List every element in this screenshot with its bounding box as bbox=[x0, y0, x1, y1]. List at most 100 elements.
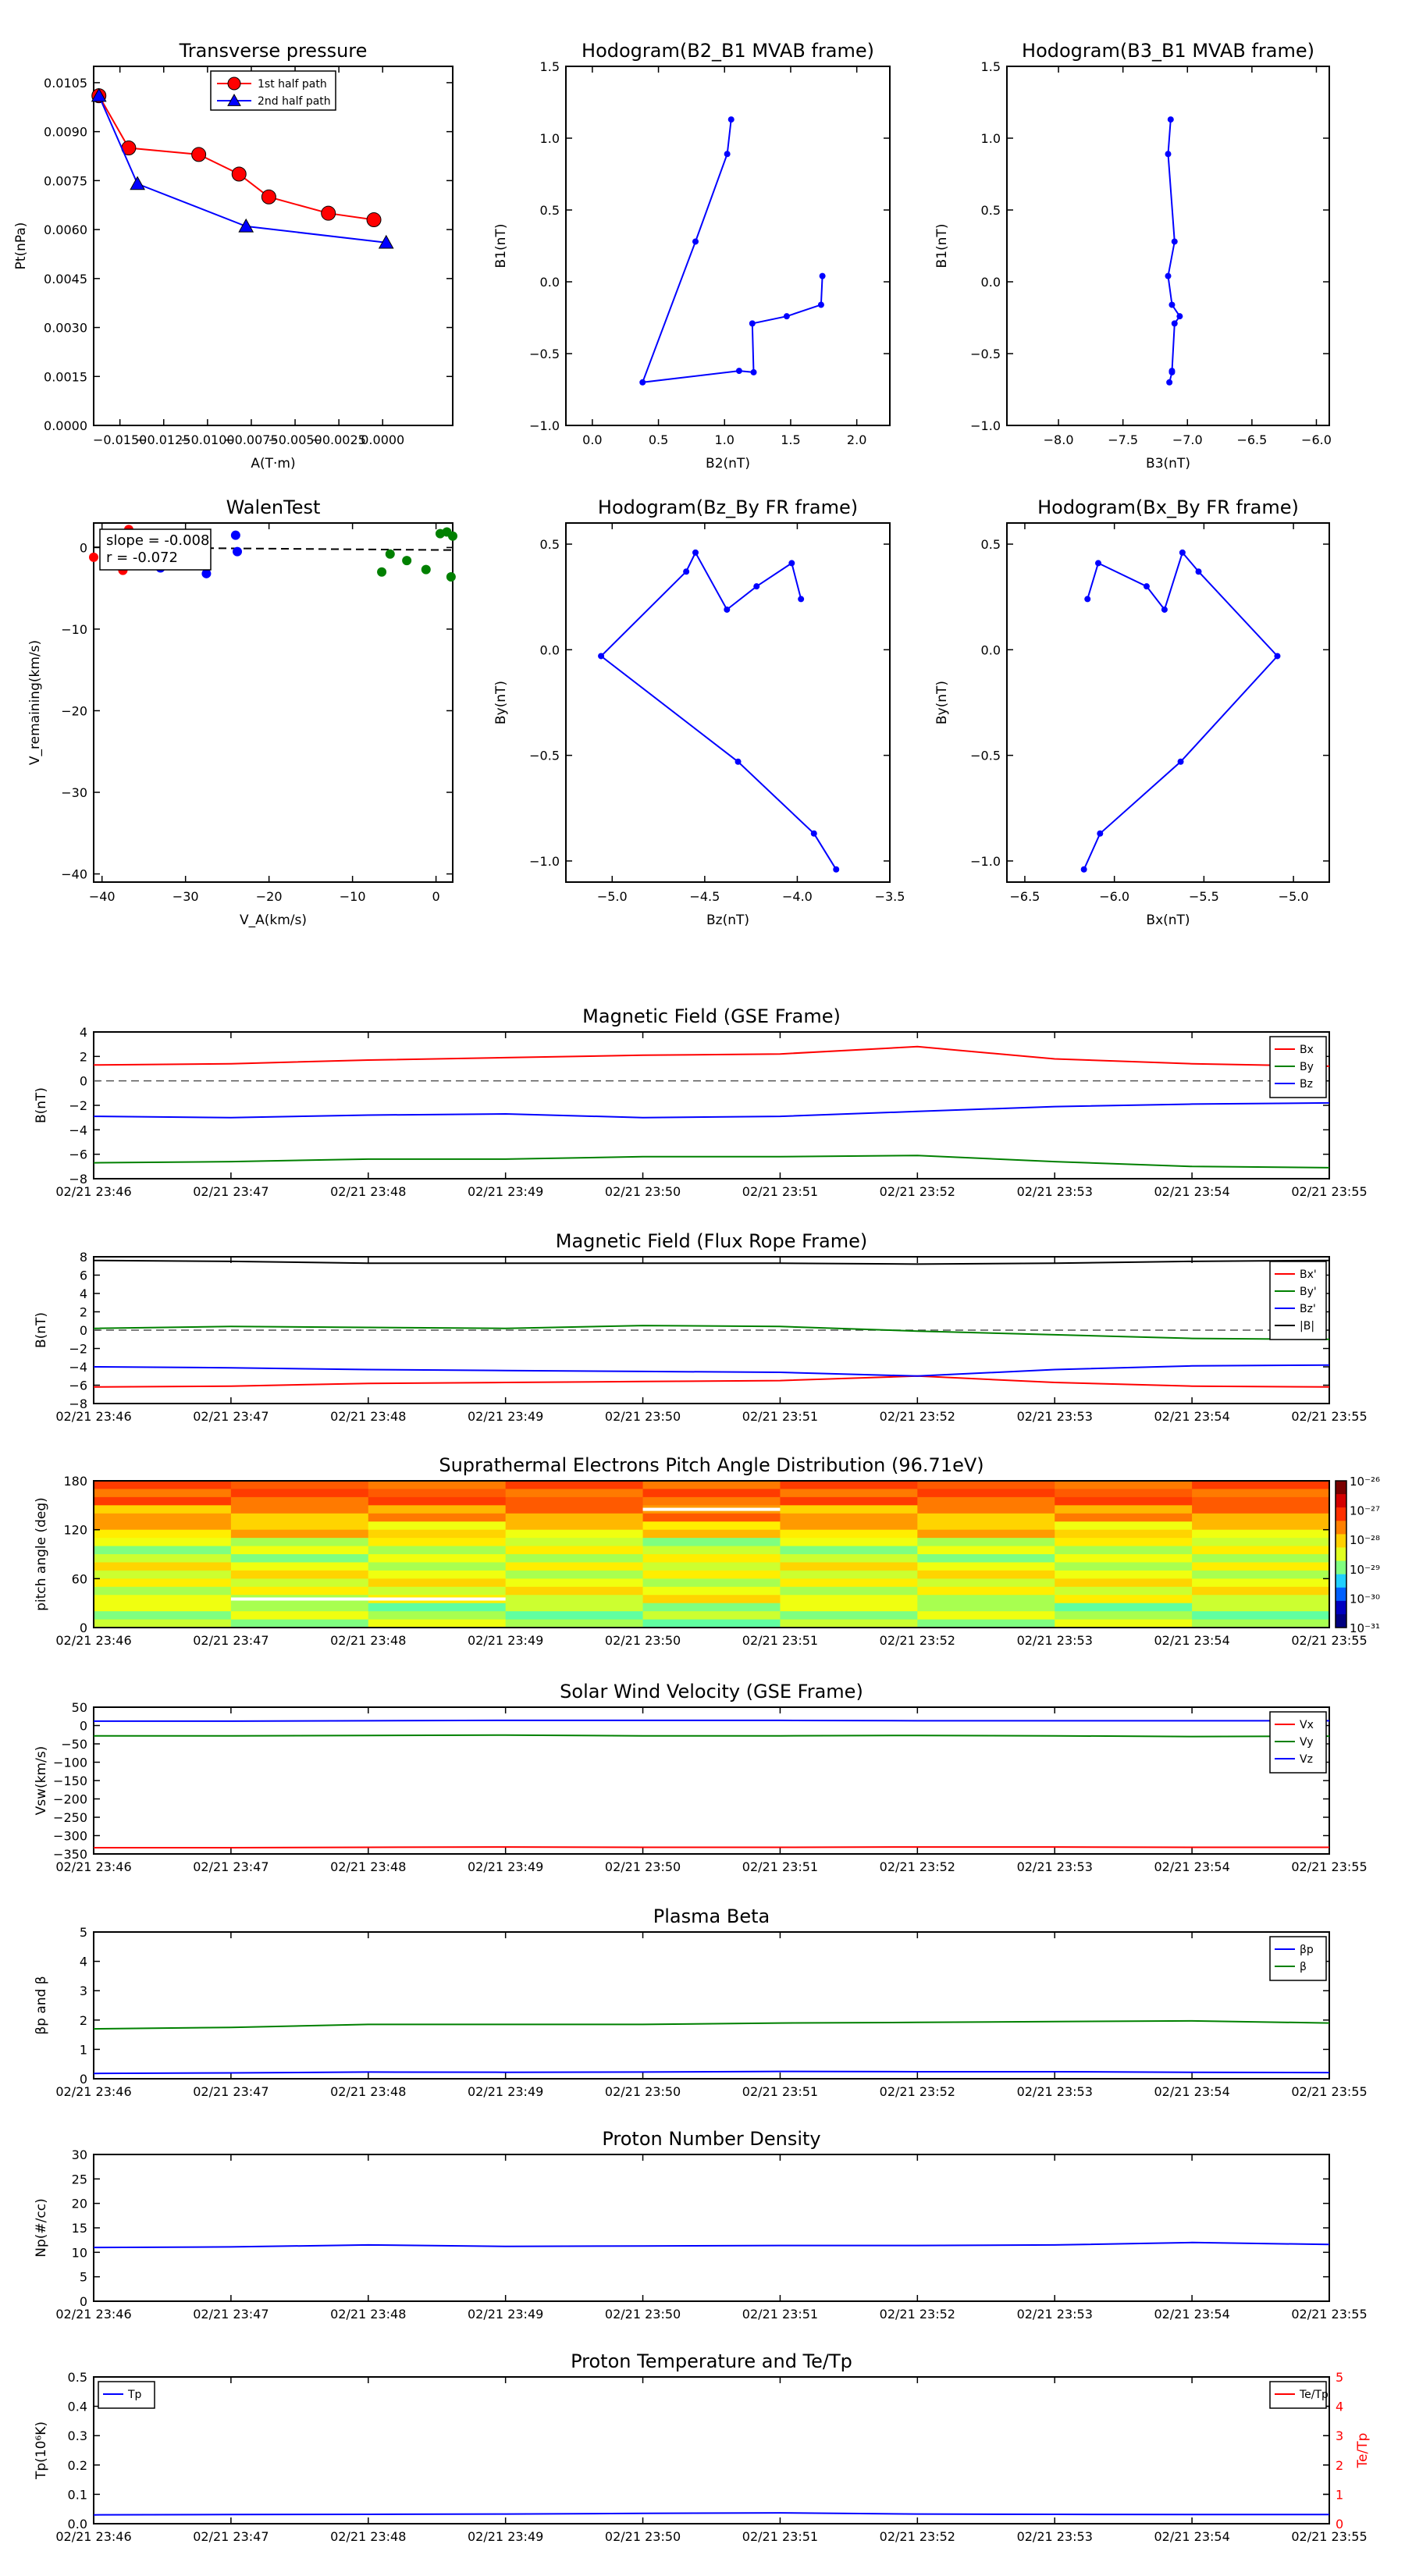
bgse-time-label: 02/21 23:52 bbox=[880, 1184, 955, 1199]
walen-xtick-label: −30 bbox=[173, 889, 199, 904]
pad-heatmap-cell bbox=[780, 1481, 918, 1489]
walen-point bbox=[233, 546, 242, 557]
bgse-time-label: 02/21 23:46 bbox=[55, 1184, 131, 1199]
bfr-ytick-label: 8 bbox=[80, 1250, 87, 1265]
pad-heatmap-cell bbox=[94, 1554, 232, 1563]
walen-point bbox=[201, 568, 212, 578]
pad-heatmap-cell bbox=[505, 1505, 644, 1514]
pad-heatmap-cell bbox=[1055, 1513, 1193, 1522]
beta-ytick-label: 1 bbox=[80, 2042, 87, 2057]
pad-time-label: 02/21 23:46 bbox=[55, 1633, 131, 1648]
pad-heatmap-cell bbox=[917, 1521, 1055, 1531]
h1-ytick-label: −0.5 bbox=[529, 347, 560, 361]
pad-heatmap-cell bbox=[1055, 1554, 1193, 1563]
pad-heatmap-cell bbox=[1192, 1513, 1330, 1522]
h4-plot-frame bbox=[1006, 522, 1330, 883]
walen-point bbox=[89, 552, 98, 562]
h1-xtick-label: 0.5 bbox=[649, 432, 668, 447]
np-ytick-label: 30 bbox=[72, 2147, 87, 2162]
np-title: Proton Number Density bbox=[602, 2128, 820, 2150]
h2-point bbox=[1165, 151, 1172, 158]
h3-series-line bbox=[599, 550, 838, 870]
bgse-legend-label: Bx bbox=[1300, 1044, 1314, 1056]
pad-heatmap-cell bbox=[1192, 1489, 1330, 1498]
bfr-time-label: 02/21 23:51 bbox=[742, 1409, 818, 1424]
pad-heatmap-cell bbox=[230, 1546, 369, 1555]
bfr-legend-label: Bz' bbox=[1300, 1303, 1316, 1315]
beta-ytick-label: 5 bbox=[80, 1925, 87, 1940]
h4-xtick-label: −5.0 bbox=[1279, 889, 1309, 904]
pad-time-label: 02/21 23:50 bbox=[605, 1633, 681, 1648]
pad-heatmap-cell bbox=[1055, 1586, 1193, 1596]
walen-ytick-label: −40 bbox=[61, 867, 87, 882]
bgse-title: Magnetic Field (GSE Frame) bbox=[582, 1005, 841, 1027]
pad-heatmap-cell bbox=[642, 1489, 781, 1498]
vsw-time-label: 02/21 23:48 bbox=[330, 1859, 406, 1874]
pad-time-label: 02/21 23:48 bbox=[330, 1633, 406, 1648]
tp2-y2tick-label: 0 bbox=[1336, 2517, 1343, 2532]
bgse-ytick-label: −6 bbox=[69, 1147, 87, 1162]
pad-gap bbox=[230, 1597, 506, 1601]
pad-heatmap-cell bbox=[642, 1481, 781, 1489]
h3-xtick-label: −4.0 bbox=[782, 889, 813, 904]
pad-heatmap-cell bbox=[1192, 1554, 1330, 1563]
bfr-ytick-label: −2 bbox=[69, 1342, 87, 1357]
pad-colorbar-label: 10⁻²⁷ bbox=[1350, 1504, 1380, 1518]
tp2-ylabel: Tp(10⁶K) bbox=[34, 2421, 49, 2480]
pad-heatmap-cell bbox=[368, 1538, 507, 1547]
pad-heatmap-cell bbox=[642, 1619, 781, 1628]
pad-heatmap-cell bbox=[780, 1603, 918, 1612]
tp2-ytick-label: 0.3 bbox=[68, 2428, 87, 2443]
h2-point bbox=[1168, 301, 1176, 308]
beta-time-label: 02/21 23:55 bbox=[1291, 2084, 1367, 2099]
pad-heatmap-cell bbox=[780, 1619, 918, 1628]
h1-point bbox=[749, 320, 756, 327]
vsw-ytick-label: −350 bbox=[53, 1847, 87, 1862]
beta-ytick-label: 4 bbox=[80, 1955, 87, 1969]
h2-ytick-label: 1.5 bbox=[981, 59, 1001, 74]
beta-plot-frame bbox=[93, 1931, 1330, 2080]
beta-legend-box bbox=[1269, 1936, 1327, 1981]
h3-ytick-label: 0.0 bbox=[540, 642, 560, 657]
tp-legend-triangle-marker bbox=[227, 93, 241, 106]
vsw-ytick-label: 50 bbox=[72, 1700, 87, 1715]
walen-fit-line bbox=[93, 546, 454, 551]
pad-colorbar-segment bbox=[1336, 1547, 1346, 1562]
bgse-time-label: 02/21 23:50 bbox=[605, 1184, 681, 1199]
h4-ytick-label: −1.0 bbox=[970, 854, 1001, 869]
h1-ylabel: B1(nT) bbox=[493, 224, 509, 269]
bfr-time-label: 02/21 23:48 bbox=[330, 1409, 406, 1424]
pad-heatmap-cell bbox=[1055, 1578, 1193, 1588]
pad-heatmap-cell bbox=[1192, 1505, 1330, 1514]
tp2-y2tick-label: 1 bbox=[1336, 2487, 1343, 2502]
bgse-time-label: 02/21 23:53 bbox=[1017, 1184, 1093, 1199]
h4-point bbox=[1161, 606, 1168, 613]
h1-ytick-label: 1.0 bbox=[540, 131, 560, 146]
np-time-label: 02/21 23:54 bbox=[1154, 2307, 1229, 2322]
pad-heatmap-cell bbox=[780, 1554, 918, 1563]
h3-plot-frame bbox=[565, 522, 891, 883]
tp2-y2tick-label: 2 bbox=[1336, 2458, 1343, 2473]
bgse-legend-label: By bbox=[1300, 1061, 1314, 1073]
h2-xtick-label: −7.5 bbox=[1108, 432, 1138, 447]
beta-time-label: 02/21 23:47 bbox=[193, 2084, 269, 2099]
pad-heatmap-cell bbox=[780, 1570, 918, 1579]
tp-ytick-label: 0.0015 bbox=[44, 369, 87, 384]
tp2-time-label: 02/21 23:52 bbox=[880, 2529, 955, 2544]
h4-ytick-label: 0.0 bbox=[981, 642, 1001, 657]
h1-ytick-label: 0.0 bbox=[540, 275, 560, 290]
walen-title: WalenTest bbox=[226, 496, 321, 518]
walen-xtick-label: −20 bbox=[256, 889, 283, 904]
pad-colorbar-segment bbox=[1336, 1534, 1346, 1548]
pad-heatmap-cell bbox=[1055, 1489, 1193, 1498]
pad-heatmap-cell bbox=[230, 1586, 369, 1596]
h4-xlabel: Bx(nT) bbox=[1146, 913, 1190, 928]
beta-time-label: 02/21 23:52 bbox=[880, 2084, 955, 2099]
pad-time-label: 02/21 23:49 bbox=[468, 1633, 543, 1648]
h1-title: Hodogram(B2_B1 MVAB frame) bbox=[582, 40, 874, 62]
pad-heatmap-cell bbox=[94, 1611, 232, 1621]
pad-plot-frame bbox=[93, 1480, 1330, 1628]
h1-point bbox=[692, 238, 699, 245]
h1-xtick-label: 1.5 bbox=[781, 432, 800, 447]
pad-heatmap-cell bbox=[368, 1546, 507, 1555]
